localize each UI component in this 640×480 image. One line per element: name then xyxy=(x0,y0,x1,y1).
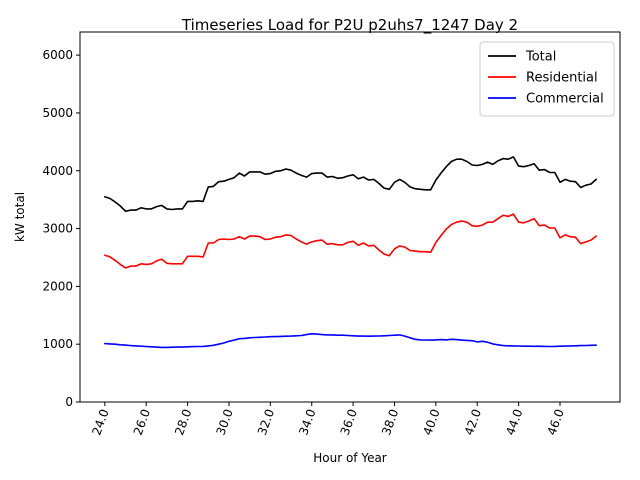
axes-frame xyxy=(79,31,621,403)
y-tick-label: 2000 xyxy=(42,279,73,293)
legend-label-commercial: Commercial xyxy=(526,92,604,107)
legend-label-residential: Residential xyxy=(526,71,598,86)
y-tick-label: 4000 xyxy=(42,164,73,178)
series-line-commercial xyxy=(104,332,598,349)
plot-lines xyxy=(104,156,598,349)
y-tick-label: 1000 xyxy=(42,337,73,351)
y-axis-ticks: 0 1000 2000 3000 4000 5000 6000 xyxy=(42,48,80,409)
chart-title: Timeseries Load for P2U p2uhs7_1247 Day … xyxy=(181,16,518,35)
x-axis-label: Hour of Year xyxy=(313,451,387,465)
series-line-residential xyxy=(104,213,598,269)
y-tick-label: 0 xyxy=(65,395,73,409)
y-tick-label: 6000 xyxy=(42,48,73,62)
y-tick-label: 3000 xyxy=(42,222,73,236)
legend: Total Residential Commercial xyxy=(479,41,615,117)
legend-label-total: Total xyxy=(525,50,556,65)
y-tick-label: 5000 xyxy=(42,106,73,120)
y-axis-label: kW total xyxy=(13,192,27,242)
series-line-total xyxy=(104,156,598,212)
